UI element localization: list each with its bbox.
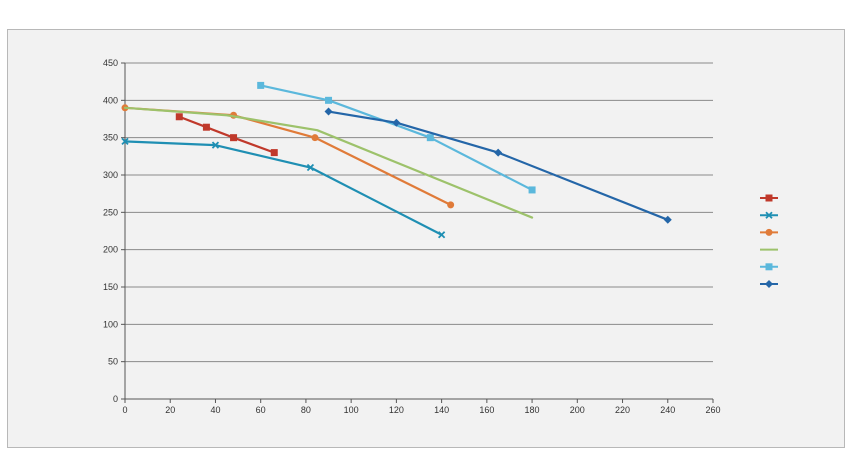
y-axis-ticks: 0 50 100 150 200 250 300 350 400 450 [103, 58, 125, 404]
series-2-point [211, 141, 220, 149]
series-1-line [178, 115, 276, 154]
series-6-point [494, 148, 503, 157]
series-5-point [325, 96, 333, 104]
x-tick-label: 220 [615, 405, 630, 415]
series-2-point-stroke-b [211, 141, 220, 149]
series-2-point-stroke-b [121, 137, 129, 146]
series-1-point [175, 113, 183, 121]
series-2-point-stroke-b [437, 231, 446, 239]
line-chart: 0 50 100 150 200 250 300 350 400 450 0 20 40 60 80 100… [103, 58, 778, 415]
series-2-point [437, 231, 446, 239]
x-tick-label: 0 [122, 405, 127, 415]
series-2-point-stroke-b [306, 163, 315, 172]
legend-swatch-marker [765, 280, 773, 288]
x-tick-label: 60 [256, 405, 266, 415]
y-tick-label: 400 [103, 95, 118, 105]
series-2-point [121, 137, 129, 146]
series-6-point [663, 215, 672, 224]
x-tick-label: 40 [210, 405, 220, 415]
series-4-line [123, 106, 534, 219]
legend-entry-2 [760, 211, 778, 219]
series-3-line [123, 106, 452, 206]
series-1 [175, 113, 278, 157]
y-tick-label: 150 [103, 282, 118, 292]
x-tick-label: 240 [660, 405, 675, 415]
legend-swatch-marker [765, 194, 773, 202]
legend-entry-1 [760, 194, 778, 202]
series-group [121, 81, 672, 239]
series-2 [121, 137, 446, 239]
legend-entry-6 [760, 280, 778, 288]
series-6-point [392, 118, 401, 127]
series-1-point [202, 123, 210, 131]
series-3-point [447, 201, 455, 209]
x-tick-label: 100 [344, 405, 359, 415]
series-3 [121, 104, 455, 209]
y-tick-label: 250 [103, 207, 118, 217]
y-tick-label: 300 [103, 170, 118, 180]
legend-swatch-marker-stroke-b [765, 211, 773, 219]
series-5-point [257, 81, 265, 89]
y-tick-label: 100 [103, 319, 118, 329]
legend-swatch-marker [765, 211, 773, 219]
chart-frame: 0 50 100 150 200 250 300 350 400 450 0 20 40 60 80 100… [7, 29, 845, 448]
axes [124, 63, 713, 400]
x-tick-label: 160 [479, 405, 494, 415]
legend-swatch-marker [765, 263, 773, 271]
series-5-point [426, 134, 434, 142]
x-tick-label: 140 [434, 405, 449, 415]
x-tick-label: 80 [301, 405, 311, 415]
legend-entry-3 [760, 228, 778, 236]
legend [760, 194, 778, 288]
grid-lines [125, 62, 713, 363]
series-6 [324, 107, 672, 224]
y-tick-label: 350 [103, 133, 118, 143]
y-tick-label: 200 [103, 245, 118, 255]
x-tick-label: 260 [705, 405, 720, 415]
series-1-point [230, 134, 238, 142]
x-tick-label: 200 [570, 405, 585, 415]
series-6-point [324, 107, 333, 116]
x-tick-label: 180 [525, 405, 540, 415]
series-2-line [123, 140, 443, 236]
legend-entry-5 [760, 263, 778, 271]
series-2-point [306, 163, 315, 172]
series-5-point [528, 186, 536, 194]
x-tick-label: 20 [165, 405, 175, 415]
y-tick-label: 50 [108, 357, 118, 367]
legend-swatch-marker [765, 228, 773, 236]
y-tick-label: 450 [103, 58, 118, 68]
series-1-point [270, 149, 278, 157]
series-4 [123, 106, 534, 219]
series-3-point [311, 134, 319, 142]
y-tick-label: 0 [113, 394, 118, 404]
x-axis-ticks: 0 20 40 60 80 100 120 140 160 180 200 220 240 260 [122, 399, 721, 415]
series-6-line [327, 110, 669, 221]
x-tick-label: 120 [389, 405, 404, 415]
